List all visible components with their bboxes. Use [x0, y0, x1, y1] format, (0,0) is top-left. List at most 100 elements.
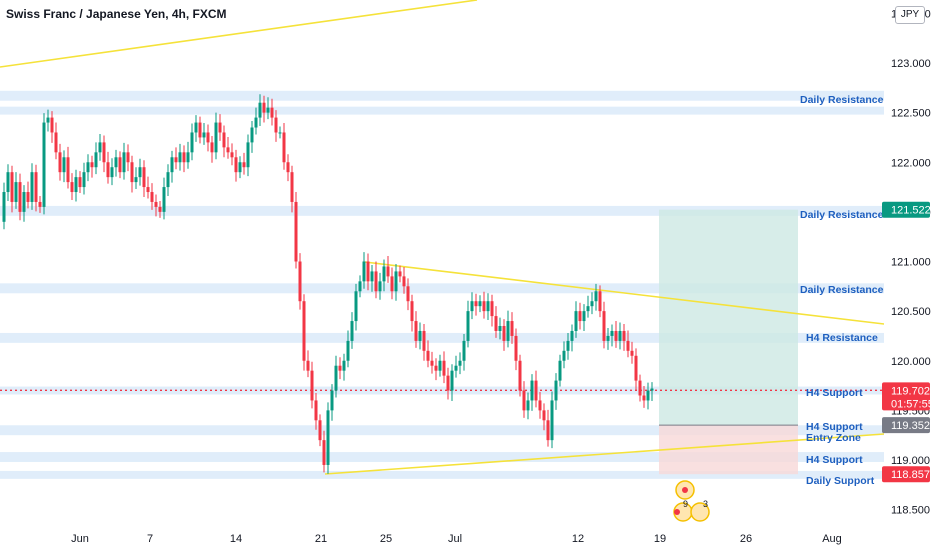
loss-zone [659, 425, 798, 475]
candle-body [130, 162, 134, 183]
candle-body [314, 400, 318, 421]
price-tag-text: 119.352 [891, 420, 930, 432]
candle-body [170, 157, 174, 173]
candle-body [526, 400, 530, 411]
zone-label: Daily Resistance [800, 209, 884, 221]
profit-zone [659, 209, 798, 426]
candle-body [222, 132, 226, 148]
support-resistance-band [0, 205, 884, 216]
trendline [364, 261, 885, 325]
support-resistance-band [0, 283, 884, 294]
candle-body [306, 360, 310, 371]
time-tick-label: Aug [822, 533, 842, 545]
candle-body [618, 330, 622, 341]
candle-body [146, 187, 150, 193]
candle-body [562, 350, 566, 361]
candle-body [218, 122, 222, 133]
candle-body [434, 365, 438, 371]
candle-body [646, 390, 650, 401]
candle-body [426, 350, 430, 361]
candle-body [422, 330, 426, 351]
candle-body [474, 301, 478, 307]
candle-body [614, 330, 618, 341]
candle-body [42, 122, 46, 207]
zone-label: H4 Support [806, 454, 863, 466]
candle-body [2, 192, 6, 222]
candle-body [122, 152, 126, 173]
candle-body [158, 206, 162, 212]
candle-body [414, 321, 418, 341]
candle-body [214, 122, 218, 153]
support-resistance-band [0, 425, 884, 436]
candle-body [354, 291, 358, 322]
candle-body [626, 340, 630, 351]
candle-body [602, 311, 606, 341]
candle-body [242, 162, 246, 168]
candle-body [230, 152, 234, 158]
candle-body [350, 321, 354, 341]
candle-body [102, 142, 106, 163]
candle-body [246, 142, 250, 168]
price-tick-label: 121.000 [891, 257, 931, 269]
candle-body [6, 172, 10, 193]
candle-body [518, 360, 522, 391]
candle-body [142, 167, 146, 188]
candle-body [334, 365, 338, 391]
candle-body [358, 281, 362, 292]
price-tag [882, 382, 930, 411]
support-resistance-band [0, 452, 884, 462]
candle-body [118, 157, 122, 173]
candle-body [498, 326, 502, 331]
candle-body [598, 291, 602, 312]
trendline [324, 433, 885, 475]
candle-body [530, 380, 534, 401]
candle-body [386, 266, 390, 277]
candle-body [186, 152, 190, 163]
candle-body [114, 157, 118, 168]
candle-body [610, 330, 614, 336]
alert-badge-icon[interactable]: 39 [673, 480, 710, 522]
candle-body [566, 340, 570, 351]
candle-body [270, 107, 274, 118]
badge-ring [690, 502, 710, 522]
candle-body [90, 162, 94, 168]
candle-body [362, 261, 366, 282]
candle-body [286, 162, 290, 173]
badge-dot [682, 487, 688, 493]
candle-body [74, 177, 78, 193]
currency-tag[interactable]: JPY [895, 6, 925, 24]
candle-body [446, 375, 450, 391]
time-tick-label: 19 [654, 533, 666, 545]
candle-body [470, 301, 474, 312]
candle-body [402, 276, 406, 287]
candle-body [322, 440, 326, 465]
candle-body [478, 301, 482, 307]
candle-body [318, 420, 322, 441]
candle-body [198, 122, 202, 138]
candle-body [410, 301, 414, 322]
candle-body [278, 132, 282, 134]
candle-body [574, 311, 578, 331]
candle-body [58, 152, 62, 173]
support-resistance-band [0, 470, 884, 479]
candle-body [366, 261, 370, 282]
time-tick-label: Jul [448, 533, 462, 545]
candle-body [34, 172, 38, 202]
candle-body [206, 132, 210, 143]
candle-body [22, 192, 26, 212]
candle-body [82, 172, 86, 188]
candle-body [586, 306, 590, 312]
candle-body [38, 201, 42, 207]
candle-body [86, 162, 90, 173]
candle-body [18, 182, 22, 212]
candle-body [466, 311, 470, 341]
candle-body [194, 122, 198, 133]
candle-body [94, 152, 98, 168]
candle-body [458, 360, 462, 366]
candle-body [542, 410, 546, 421]
price-tag-text: 118.857 [891, 469, 930, 481]
price-tag [882, 201, 930, 218]
candle-body [442, 360, 446, 376]
candle-body [298, 261, 302, 302]
